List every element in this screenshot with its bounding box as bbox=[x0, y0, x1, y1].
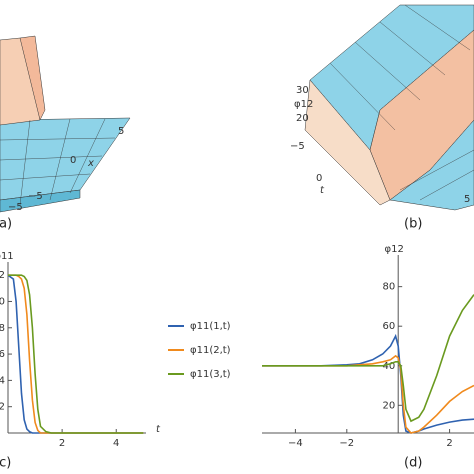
tick-label: 5 bbox=[464, 194, 470, 205]
y-tick-label: 0.8 bbox=[0, 323, 5, 334]
x-tick-label: 4 bbox=[113, 438, 119, 449]
series-line bbox=[262, 354, 474, 434]
y-axis-label: φ11 bbox=[0, 251, 14, 262]
y-tick-label: 60 bbox=[382, 321, 395, 332]
y-tick-label: 0.4 bbox=[0, 375, 5, 386]
series-line bbox=[8, 274, 144, 434]
surface-b bbox=[304, 4, 474, 211]
y-tick-label: 0.2 bbox=[0, 402, 5, 413]
legend-label: φ11(1,t) bbox=[190, 321, 231, 332]
series-line bbox=[7, 274, 144, 434]
tick-label: 20 bbox=[296, 113, 309, 124]
legend-label: φ11(2,t) bbox=[190, 345, 231, 356]
surface-a bbox=[0, 35, 131, 213]
series-line bbox=[262, 294, 474, 423]
panel-label: (a) bbox=[0, 217, 12, 232]
tick-label: −5 bbox=[8, 202, 23, 213]
x-tick-label: 2 bbox=[59, 438, 65, 449]
legend-label: φ11(3,t) bbox=[190, 369, 231, 380]
axis-label: x bbox=[87, 158, 94, 169]
axis-label: φ12 bbox=[294, 99, 313, 110]
tick-label: 0 bbox=[70, 155, 76, 166]
tick-label: 0 bbox=[316, 173, 322, 184]
axis-label: t bbox=[320, 185, 325, 196]
x-axis-label: t bbox=[156, 424, 161, 435]
tick-label: −5 bbox=[290, 141, 305, 152]
panel-label: (b) bbox=[404, 217, 422, 232]
y-tick-label: 0.6 bbox=[0, 349, 5, 360]
y-tick-label: 20 bbox=[382, 400, 395, 411]
y-tick-label: 1.2 bbox=[0, 270, 5, 281]
series-line bbox=[262, 333, 474, 434]
panel-label: (c) bbox=[0, 456, 11, 471]
y-tick-label: 40 bbox=[382, 361, 395, 372]
tick-label: −5 bbox=[28, 191, 43, 202]
tick-label: 5 bbox=[118, 126, 124, 137]
y-tick-label: 1.0 bbox=[0, 296, 5, 307]
y-axis-label: φ12 bbox=[385, 244, 404, 255]
tick-label: 30 bbox=[296, 85, 309, 96]
x-tick-label: 2 bbox=[446, 438, 452, 449]
panel-label: (d) bbox=[404, 456, 422, 471]
y-tick-label: 80 bbox=[382, 282, 395, 293]
x-tick-label: −4 bbox=[288, 438, 303, 449]
x-tick-label: −2 bbox=[339, 438, 354, 449]
series-line bbox=[8, 274, 144, 434]
